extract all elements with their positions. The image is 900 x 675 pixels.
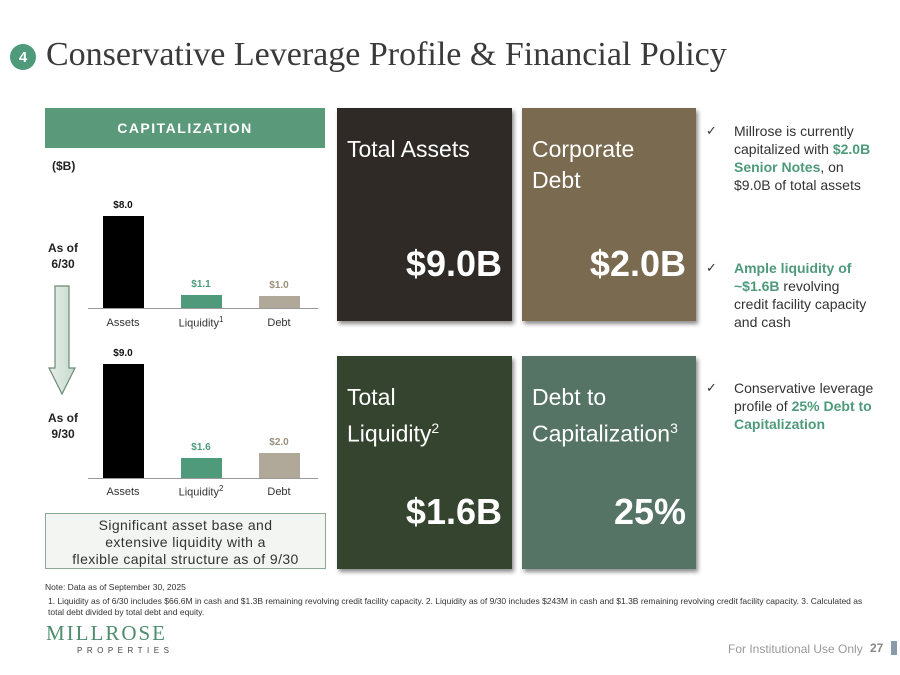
tick-label-debt: Debt	[267, 317, 291, 329]
tile-total-liquidity: Total Liquidity2 $1.6B	[337, 356, 512, 569]
bullet-senior-notes: ✓ Millrose is currently capitalized with…	[706, 122, 876, 194]
period-label-line2: 9/30	[51, 427, 75, 441]
chart-axis-line	[88, 308, 318, 309]
bar-debt	[258, 452, 300, 478]
data-label-liquidity: $1.6	[191, 441, 211, 453]
checkmark-icon: ✓	[706, 260, 717, 275]
tile-label-line2: Liquidity2	[347, 420, 440, 447]
page-title: Conservative Leverage Profile & Financia…	[46, 36, 727, 73]
chart-axis-line	[88, 478, 318, 479]
down-arrow-icon	[48, 285, 76, 396]
capitalization-header: CAPITALIZATION	[45, 108, 325, 148]
data-label-liquidity: $1.1	[191, 279, 211, 291]
summary-line: Significant asset base and	[98, 517, 273, 533]
data-label-assets: $8.0	[113, 199, 133, 211]
tick-label-assets: Assets	[106, 317, 140, 329]
bar-liquidity	[180, 457, 222, 478]
page-number: 27	[870, 641, 884, 655]
period-label-line1: As of	[48, 411, 78, 425]
summary-line: extensive liquidity with a	[105, 534, 266, 550]
tile-total-assets: Total Assets $9.0B	[337, 108, 512, 321]
bar-assets	[102, 215, 144, 308]
tile-label-line2: Debt	[532, 167, 581, 193]
tile-label-line1: Corporate	[532, 136, 635, 162]
tile-label: Debt to Capitalization3	[532, 382, 678, 450]
period-label-6-30: As of 6/30	[44, 240, 82, 272]
units-label: ($B)	[52, 159, 76, 173]
tick-label-liquidity: Liquidity1	[178, 315, 224, 330]
data-label-debt: $2.0	[269, 436, 289, 448]
footer-label: For Institutional Use Only	[728, 642, 863, 656]
data-label-debt: $1.0	[269, 280, 289, 292]
tile-debt-to-capitalization: Debt to Capitalization3 25%	[522, 356, 696, 569]
company-logo: MILLROSE	[46, 621, 167, 645]
period-label-9-30: As of 9/30	[44, 410, 82, 442]
tick-label-liquidity: Liquidity2	[178, 484, 224, 499]
tile-value: $2.0B	[589, 243, 686, 284]
tick-label-assets: Assets	[106, 486, 140, 498]
capitalization-chart-9-30: Assets Liquidity2 Debt $9.0 $1.6 $2.0	[88, 345, 318, 503]
bullet-text: Millrose is currently capitalized with $…	[734, 123, 871, 193]
tile-label-line1: Debt to	[532, 384, 607, 410]
capitalization-summary: Significant asset base and extensive liq…	[45, 513, 326, 569]
bullet-liquidity: ✓ Ample liquidity of ~$1.6B revolving cr…	[706, 259, 876, 331]
checkmark-icon: ✓	[706, 123, 717, 138]
bar-liquidity	[180, 295, 222, 308]
bullet-leverage: ✓ Conservative leverage profile of 25% D…	[706, 379, 876, 433]
footnote-data-date: Note: Data as of September 30, 2025	[45, 582, 186, 592]
bar-assets	[102, 364, 144, 478]
page-marker	[891, 641, 897, 655]
summary-line: flexible capital structure as of 9/30	[72, 551, 299, 567]
period-label-line1: As of	[48, 241, 78, 255]
checkmark-icon: ✓	[706, 380, 717, 395]
period-label-line2: 6/30	[51, 257, 75, 271]
tick-label-debt: Debt	[267, 486, 291, 498]
tile-value: $9.0B	[405, 243, 502, 284]
section-number-badge: 4	[10, 44, 36, 70]
tile-label: Corporate Debt	[532, 134, 634, 196]
capitalization-chart-6-30: Assets Liquidity1 Debt $8.0 $1.1 $1.0	[88, 185, 318, 335]
data-label-assets: $9.0	[113, 348, 133, 359]
tile-label: Total Liquidity2	[347, 382, 439, 450]
tile-value: 25%	[613, 491, 686, 532]
tile-value: $1.6B	[405, 491, 502, 532]
tile-corporate-debt: Corporate Debt $2.0B	[522, 108, 696, 321]
bullet-text: Ample liquidity of ~$1.6B revolving cred…	[734, 260, 867, 330]
bullet-text: Conservative leverage profile of 25% Deb…	[734, 380, 874, 432]
tile-label: Total Assets	[347, 136, 470, 162]
tile-label-line1: Total	[347, 384, 396, 410]
tile-label-line2: Capitalization3	[532, 420, 678, 447]
company-logo-subtitle: PROPERTIES	[77, 646, 174, 655]
footnotes-text: 1. Liquidity as of 6/30 includes $66.6M …	[48, 596, 863, 617]
bar-debt	[258, 296, 300, 308]
